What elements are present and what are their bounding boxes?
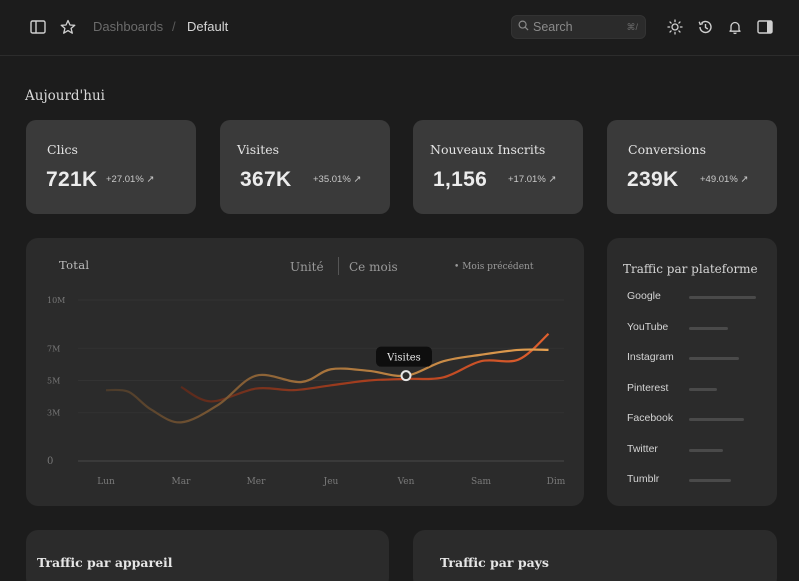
platform-row: Facebook [627, 412, 767, 426]
breadcrumb-current: Default [187, 19, 229, 34]
search-box[interactable]: ⌘/ [511, 15, 646, 39]
platform-traffic-panel: Traffic par plateforme Google YouTube Inst… [607, 238, 777, 506]
y-tick-label: 5M [47, 377, 60, 386]
star-icon[interactable] [59, 18, 77, 36]
bell-icon[interactable] [726, 18, 744, 36]
x-tick-label: Mer [247, 477, 267, 487]
platform-bar [689, 326, 728, 330]
breadcrumb-separator: / [172, 19, 176, 34]
legend-item: • Mois précédent [454, 262, 534, 272]
platform-bar [689, 296, 756, 299]
panel-title: Traffic par appareil [37, 555, 173, 570]
platform-bar [689, 479, 731, 482]
kpi-delta: +49.01% ↗ [700, 174, 749, 185]
kpi-value: 239K [627, 168, 679, 191]
sun-icon[interactable] [666, 18, 684, 36]
y-tick-label: 10M [47, 296, 65, 305]
right-panel-toggle-icon[interactable] [756, 18, 774, 36]
series-line-visites [105, 348, 549, 424]
kpi-label: Visites [237, 142, 280, 157]
sidebar-toggle-icon[interactable] [29, 18, 47, 36]
kpi-delta: +27.01% ↗ [106, 174, 155, 185]
platform-row: Google [627, 290, 767, 304]
top-bar: Dashboards / Default ⌘/ [0, 0, 799, 56]
platform-bar [689, 448, 724, 452]
kpi-label: Conversions [628, 142, 706, 157]
kpi-label: Clics [47, 142, 78, 157]
kpi-card-inscrits: Nouveaux Inscrits 1,156 +17.01% ↗ [413, 120, 583, 214]
x-tick-label: Mar [172, 477, 192, 487]
trend-up-icon: ↗ [353, 174, 362, 185]
breadcrumb-dashboards[interactable]: Dashboards [93, 19, 164, 34]
legend-dot: • [454, 262, 460, 272]
platform-label: Tumblr [627, 473, 660, 485]
kpi-card-visites: Visites 367K +35.01% ↗ [220, 120, 390, 214]
x-tick-label: Sam [471, 477, 492, 487]
chart-title: Total [59, 258, 90, 272]
platform-row: Instagram [627, 351, 767, 365]
platform-label: Twitter [627, 442, 658, 455]
trend-up-icon: ↗ [146, 174, 155, 185]
platform-bar [689, 357, 739, 360]
search-input[interactable] [533, 20, 623, 34]
platform-bar [689, 418, 744, 421]
section-title: Aujourd'hui [25, 88, 105, 104]
kpi-value: 721K [46, 168, 98, 191]
tab-ce-mois[interactable]: Ce mois [349, 260, 398, 274]
line-chart: 10M 7M 5M 3M 0 Lun Mar Mer Jeu Ven Sam Dim Visites [47, 296, 566, 487]
platform-bar [689, 387, 717, 391]
platform-row: Pinterest [627, 382, 767, 396]
platform-row: Twitter [627, 443, 767, 457]
highlight-point [400, 370, 412, 382]
kpi-delta: +35.01% ↗ [313, 174, 362, 185]
platform-label: Instagram [627, 351, 674, 363]
trend-up-icon: ↗ [740, 174, 749, 185]
series-line-mois-precedent [180, 332, 550, 403]
total-chart-panel: Total Unité Ce mois • Mois précédent 10M… [26, 238, 584, 506]
x-tick-label: Ven [397, 477, 415, 487]
country-traffic-panel: Traffic par pays [413, 530, 777, 581]
tab-divider [338, 257, 339, 275]
tooltip-box [376, 346, 432, 367]
kpi-card-conversions: Conversions 239K +49.01% ↗ [607, 120, 777, 214]
trend-up-icon: ↗ [548, 174, 557, 185]
y-tick-label: 0 [47, 456, 53, 467]
kpi-value: 1,156 [433, 168, 488, 191]
device-traffic-panel: Traffic par appareil [26, 530, 389, 581]
platform-label: Facebook [627, 412, 674, 424]
platform-label: Pinterest [627, 381, 669, 394]
search-shortcut: ⌘/ [626, 22, 638, 32]
tooltip-label: Visites [386, 353, 421, 364]
kpi-delta: +17.01% ↗ [508, 174, 557, 185]
y-tick-label: 3M [47, 409, 60, 418]
platform-row: YouTube [627, 321, 767, 335]
search-icon [518, 18, 529, 36]
panel-title: Traffic par plateforme [623, 262, 758, 276]
kpi-value: 367K [240, 168, 292, 191]
kpi-card-clics: Clics 721K +27.01% ↗ [26, 120, 196, 214]
history-icon[interactable] [696, 18, 714, 36]
platform-label: Google [627, 290, 661, 302]
x-tick-label: Lun [97, 477, 115, 487]
kpi-label: Nouveaux Inscrits [430, 142, 546, 157]
platform-label: YouTube [627, 320, 669, 333]
x-tick-label: Dim [547, 477, 566, 487]
panel-title: Traffic par pays [440, 555, 549, 570]
tab-unite[interactable]: Unité [290, 260, 324, 274]
x-tick-label: Jeu [323, 477, 339, 487]
platform-row: Tumblr [627, 473, 767, 487]
y-tick-label: 7M [47, 344, 60, 353]
